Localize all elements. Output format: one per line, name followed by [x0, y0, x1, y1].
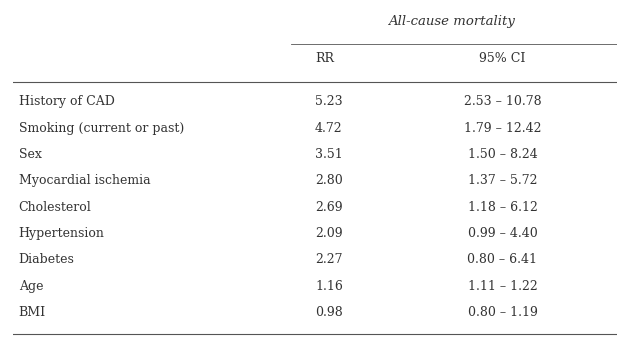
Text: 2.09: 2.09 [315, 227, 343, 240]
Text: History of CAD: History of CAD [19, 95, 115, 108]
Text: Smoking (current or past): Smoking (current or past) [19, 122, 184, 135]
Text: 1.79 – 12.42: 1.79 – 12.42 [464, 122, 541, 135]
Text: 1.37 – 5.72: 1.37 – 5.72 [467, 174, 537, 187]
Text: 2.69: 2.69 [315, 201, 343, 214]
Text: 1.11 – 1.22: 1.11 – 1.22 [467, 280, 537, 293]
Text: 2.27: 2.27 [315, 253, 343, 266]
Text: 0.99 – 4.40: 0.99 – 4.40 [467, 227, 537, 240]
Text: 2.53 – 10.78: 2.53 – 10.78 [464, 95, 541, 108]
Text: 0.80 – 1.19: 0.80 – 1.19 [467, 306, 537, 319]
Text: Cholesterol: Cholesterol [19, 201, 91, 214]
Text: 0.80 – 6.41: 0.80 – 6.41 [467, 253, 537, 266]
Text: 1.50 – 8.24: 1.50 – 8.24 [467, 148, 537, 161]
Text: 2.80: 2.80 [315, 174, 343, 187]
Text: 5.23: 5.23 [315, 95, 343, 108]
Text: Diabetes: Diabetes [19, 253, 74, 266]
Text: 0.98: 0.98 [315, 306, 343, 319]
Text: RR: RR [315, 52, 334, 65]
Text: 1.16: 1.16 [315, 280, 343, 293]
Text: 1.18 – 6.12: 1.18 – 6.12 [467, 201, 537, 214]
Text: Hypertension: Hypertension [19, 227, 105, 240]
Text: BMI: BMI [19, 306, 46, 319]
Text: 4.72: 4.72 [315, 122, 343, 135]
Text: Age: Age [19, 280, 43, 293]
Text: 95% CI: 95% CI [479, 52, 525, 65]
Text: Sex: Sex [19, 148, 42, 161]
Text: All-cause mortality: All-cause mortality [387, 15, 515, 28]
Text: Myocardial ischemia: Myocardial ischemia [19, 174, 151, 187]
Text: 3.51: 3.51 [315, 148, 343, 161]
